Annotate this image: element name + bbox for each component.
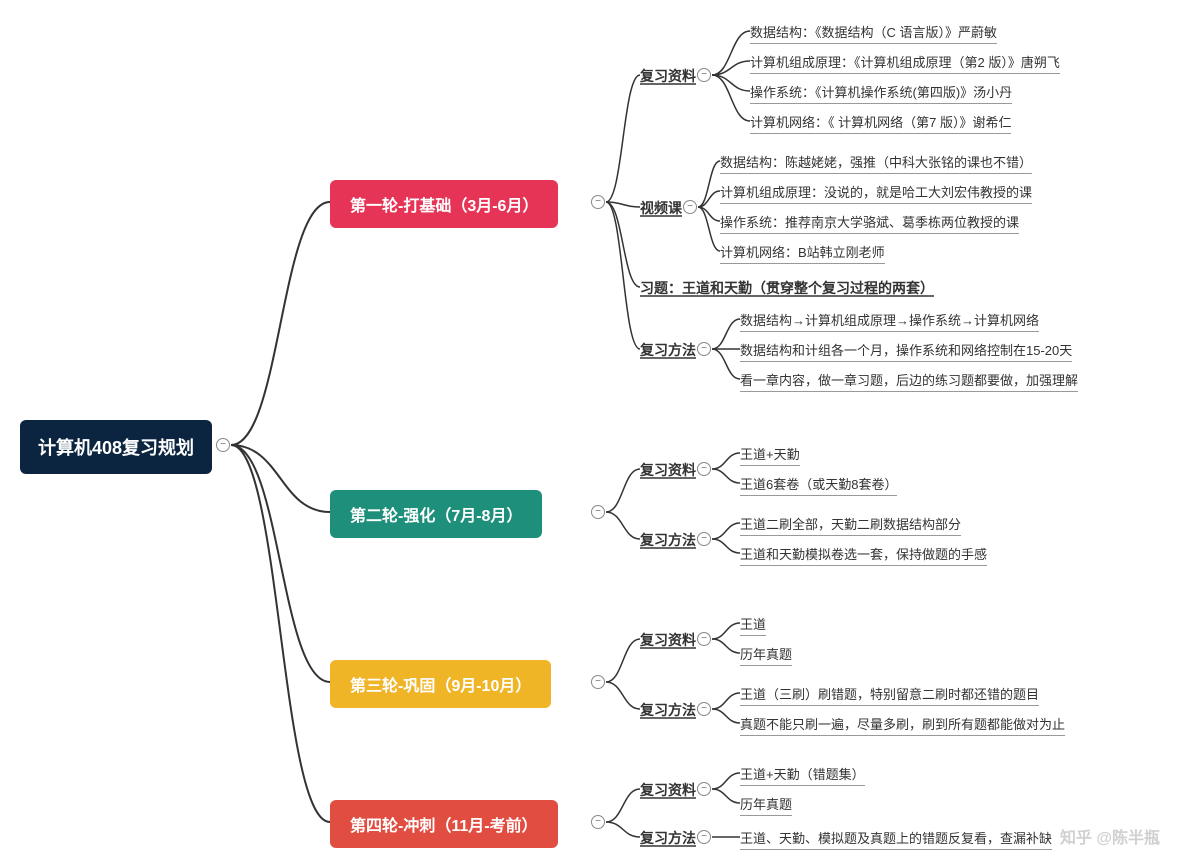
collapse-p2[interactable]: − xyxy=(591,505,605,519)
phase-node-p1[interactable]: 第一轮-打基础（3月-6月） xyxy=(330,180,558,228)
leaf-p4c1-1: 历年真题 xyxy=(740,794,792,816)
phase-node-p4[interactable]: 第四轮-冲刺（11月-考前） xyxy=(330,800,558,848)
leaf-p1c2-1: 计算机组成原理：没说的，就是哈工大刘宏伟教授的课 xyxy=(720,182,1032,204)
leaf-p2c1-0: 王道+天勤 xyxy=(740,444,800,466)
sub-node-p3c2[interactable]: 复习方法 xyxy=(640,700,696,720)
collapse-p2c2[interactable]: − xyxy=(697,532,711,546)
sub-node-p1c3[interactable]: 习题：王道和天勤（贯穿整个复习过程的两套） xyxy=(640,278,934,298)
collapse-p1[interactable]: − xyxy=(591,195,605,209)
sub-node-p3c1[interactable]: 复习资料 xyxy=(640,630,696,650)
leaf-p4c2-0: 王道、天勤、模拟题及真题上的错题反复看，查漏补缺 xyxy=(740,828,1052,850)
collapse-p4[interactable]: − xyxy=(591,815,605,829)
phase-node-p2[interactable]: 第二轮-强化（7月-8月） xyxy=(330,490,542,538)
watermark: 知乎 @陈半瓶 xyxy=(1060,824,1160,848)
sub-node-p1c2[interactable]: 视频课 xyxy=(640,198,682,218)
leaf-p3c1-1: 历年真题 xyxy=(740,644,792,666)
leaf-p1c1-2: 操作系统：《计算机操作系统(第四版)》汤小丹 xyxy=(750,82,1012,104)
collapse-p3[interactable]: − xyxy=(591,675,605,689)
leaf-p2c2-0: 王道二刷全部，天勤二刷数据结构部分 xyxy=(740,514,961,536)
sub-node-p4c2[interactable]: 复习方法 xyxy=(640,828,696,848)
collapse-root[interactable]: − xyxy=(216,438,230,452)
sub-node-p4c1[interactable]: 复习资料 xyxy=(640,780,696,800)
collapse-p3c1[interactable]: − xyxy=(697,632,711,646)
leaf-p1c4-1: 数据结构和计组各一个月，操作系统和网络控制在15-20天 xyxy=(740,340,1072,362)
leaf-p1c1-1: 计算机组成原理：《计算机组成原理（第2 版）》唐朔飞 xyxy=(750,52,1060,74)
leaf-p3c2-1: 真题不能只刷一遍，尽量多刷，刷到所有题都能做对为止 xyxy=(740,714,1065,736)
leaf-p3c2-0: 王道（三刷）刷错题，特别留意二刷时都还错的题目 xyxy=(740,684,1039,706)
leaf-p1c4-0: 数据结构→计算机组成原理→操作系统→计算机网络 xyxy=(740,310,1039,332)
leaf-p3c1-0: 王道 xyxy=(740,614,766,636)
sub-node-p2c1[interactable]: 复习资料 xyxy=(640,460,696,480)
sub-node-p1c1[interactable]: 复习资料 xyxy=(640,66,696,86)
phase-node-p3[interactable]: 第三轮-巩固（9月-10月） xyxy=(330,660,551,708)
leaf-p2c1-1: 王道6套卷（或天勤8套卷） xyxy=(740,474,897,496)
leaf-p2c2-1: 王道和天勤模拟卷选一套，保持做题的手感 xyxy=(740,544,987,566)
collapse-p3c2[interactable]: − xyxy=(697,702,711,716)
collapse-p1c2[interactable]: − xyxy=(683,200,697,214)
leaf-p1c2-2: 操作系统：推荐南京大学骆斌、葛季栋两位教授的课 xyxy=(720,212,1019,234)
collapse-p2c1[interactable]: − xyxy=(697,462,711,476)
sub-node-p1c4[interactable]: 复习方法 xyxy=(640,340,696,360)
sub-node-p2c2[interactable]: 复习方法 xyxy=(640,530,696,550)
root-node[interactable]: 计算机408复习规划 xyxy=(20,420,212,474)
leaf-p1c2-0: 数据结构：陈越姥姥，强推（中科大张铭的课也不错） xyxy=(720,152,1032,174)
leaf-p4c1-0: 王道+天勤（错题集） xyxy=(740,764,865,786)
leaf-p1c1-0: 数据结构：《数据结构（C 语言版）》严蔚敏 xyxy=(750,22,997,44)
collapse-p1c1[interactable]: − xyxy=(697,68,711,82)
collapse-p1c4[interactable]: − xyxy=(697,342,711,356)
collapse-p4c2[interactable]: − xyxy=(697,830,711,844)
leaf-p1c2-3: 计算机网络：B站韩立刚老师 xyxy=(720,242,885,264)
collapse-p4c1[interactable]: − xyxy=(697,782,711,796)
leaf-p1c1-3: 计算机网络：《 计算机网络（第7 版）》谢希仁 xyxy=(750,112,1011,134)
leaf-p1c4-2: 看一章内容，做一章习题，后边的练习题都要做，加强理解 xyxy=(740,370,1078,392)
